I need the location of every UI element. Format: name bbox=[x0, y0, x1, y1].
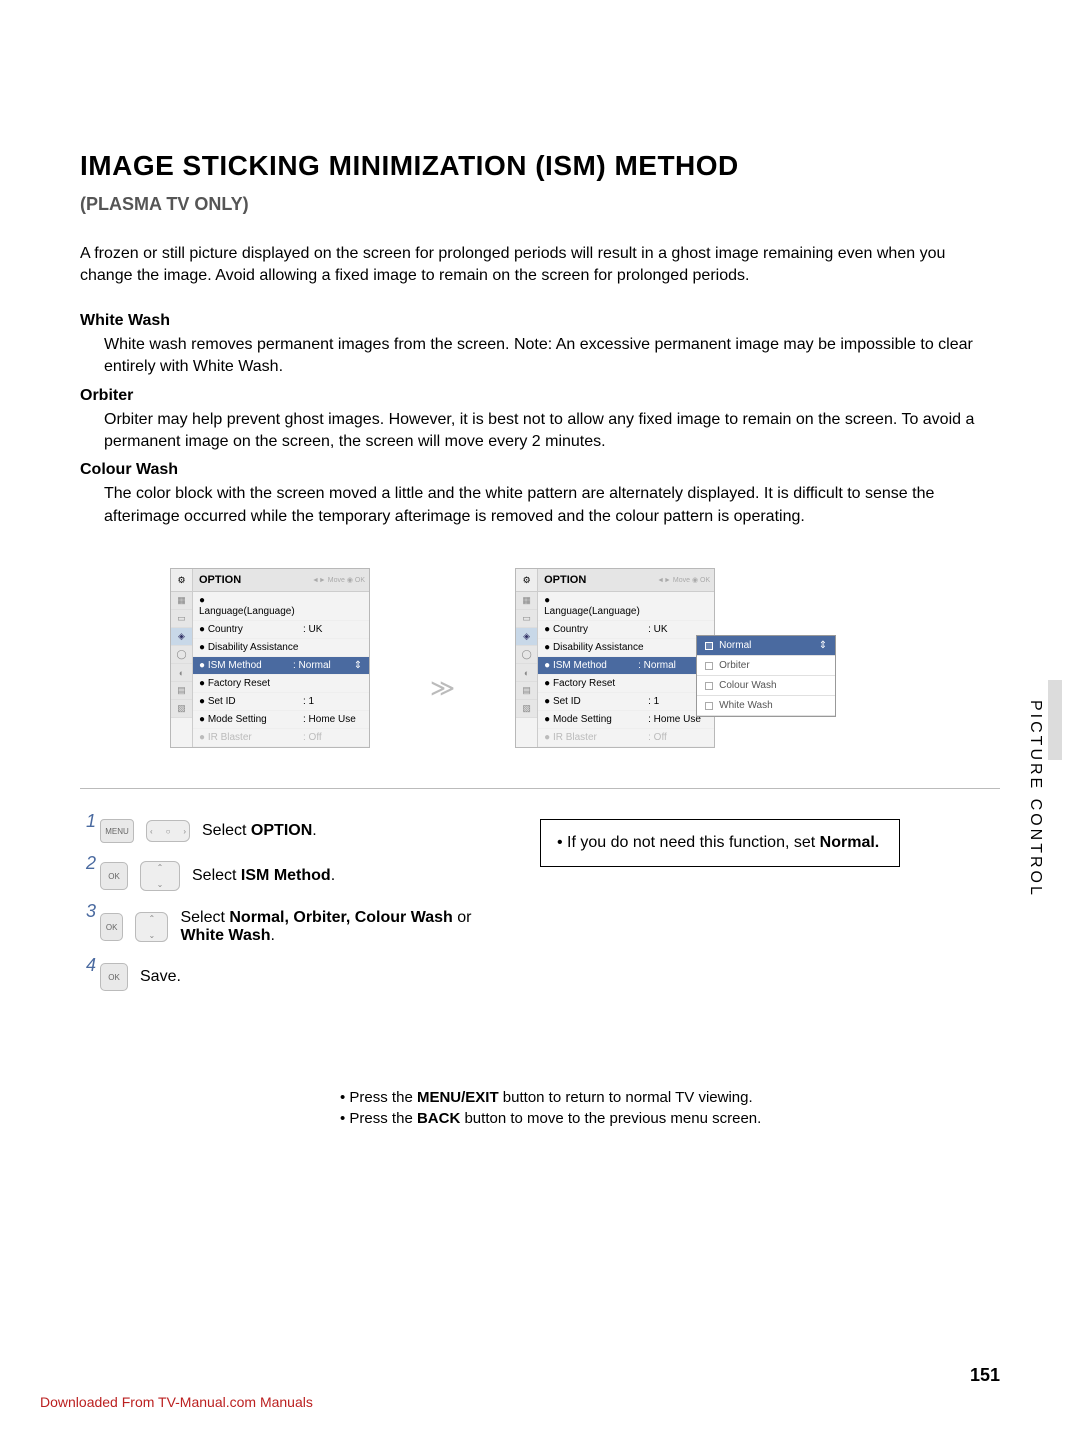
ok-button-icon: OK bbox=[100, 963, 128, 991]
section-body-colour-wash: The color block with the screen moved a … bbox=[104, 483, 1000, 528]
osd-row[interactable]: ● ISM Method: Normal⇕ bbox=[193, 657, 369, 675]
section-body-orbiter: Orbiter may help prevent ghost images. H… bbox=[104, 409, 1000, 454]
osd-row[interactable]: ● Mode Setting: Home Use bbox=[193, 711, 369, 729]
osd-row[interactable]: ● Factory Reset bbox=[538, 675, 714, 693]
osd-row[interactable]: ● IR Blaster: Off bbox=[538, 729, 714, 747]
step-text: Select ISM Method. bbox=[192, 867, 335, 885]
osd-row[interactable]: ● Country: UK bbox=[538, 621, 714, 639]
osd-panel-right: ⚙ OPTION ◄► Move ◉ OK ▦▭◈◯◐▤▧ ● Language… bbox=[515, 568, 715, 748]
osd-hint: ◄► Move ◉ OK bbox=[657, 576, 714, 584]
osd-sidebar-icons: ▦▭◈◯◐▤▧ bbox=[171, 592, 193, 747]
gear-icon: ⚙ bbox=[516, 569, 538, 591]
note-bold: Normal. bbox=[820, 834, 880, 851]
footer-tip: Press the MENU/EXIT button to return to … bbox=[340, 1089, 1000, 1106]
section-title-colour-wash: Colour Wash bbox=[80, 461, 1000, 479]
step-text: Select OPTION. bbox=[202, 822, 317, 840]
osd-row[interactable]: ● Disability Assistance bbox=[538, 639, 714, 657]
dpad-horizontal-icon: ‹○› bbox=[146, 820, 190, 842]
osd-row[interactable]: ● Mode Setting: Home Use bbox=[538, 711, 714, 729]
section-title-orbiter: Orbiter bbox=[80, 387, 1000, 405]
section-label: PICTURE CONTROL bbox=[1026, 700, 1044, 898]
page-subtitle: (PLASMA TV ONLY) bbox=[80, 194, 1000, 215]
popup-option[interactable]: Orbiter bbox=[697, 656, 835, 676]
page-number: 151 bbox=[970, 1365, 1000, 1386]
osd-row[interactable]: ● ISM Method: Normal⇕ bbox=[538, 657, 714, 675]
osd-row[interactable]: ● IR Blaster: Off bbox=[193, 729, 369, 747]
osd-row[interactable]: ● Language(Language) bbox=[193, 592, 369, 621]
page-title: IMAGE STICKING MINIMIZATION (ISM) METHOD bbox=[80, 150, 1000, 182]
download-link[interactable]: Downloaded From TV-Manual.com Manuals bbox=[40, 1394, 313, 1410]
instruction-step: 2OK⌃⌄Select ISM Method. bbox=[100, 861, 500, 891]
osd-row[interactable]: ● Disability Assistance bbox=[193, 639, 369, 657]
section-indicator-bar bbox=[1048, 680, 1062, 760]
gear-icon: ⚙ bbox=[171, 569, 193, 591]
instruction-step: 3OK⌃⌄Select Normal, Orbiter, Colour Wash… bbox=[100, 909, 500, 945]
instruction-step: 1MENU‹○›Select OPTION. bbox=[100, 819, 500, 843]
osd-panel-left: ⚙ OPTION ◄► Move ◉ OK ▦▭◈◯◐▤▧ ● Language… bbox=[170, 568, 370, 748]
section-body-white-wash: White wash removes permanent images from… bbox=[104, 334, 1000, 379]
footer-tip: Press the BACK button to move to the pre… bbox=[340, 1110, 1000, 1127]
ok-button-icon: OK bbox=[100, 862, 128, 890]
ism-popup[interactable]: Normal⇕OrbiterColour WashWhite Wash bbox=[696, 635, 836, 717]
popup-option[interactable]: Colour Wash bbox=[697, 676, 835, 696]
dpad-vertical-icon: ⌃⌄ bbox=[135, 912, 168, 942]
step-text: Save. bbox=[140, 968, 181, 986]
menu-button-icon: MENU bbox=[100, 819, 134, 843]
step-text: Select Normal, Orbiter, Colour Wash or W… bbox=[180, 909, 500, 945]
osd-row[interactable]: ● Country: UK bbox=[193, 621, 369, 639]
divider bbox=[80, 788, 1000, 789]
osd-hint: ◄► Move ◉ OK bbox=[312, 576, 369, 584]
note-box: • If you do not need this function, set … bbox=[540, 819, 900, 867]
osd-title: OPTION bbox=[193, 570, 312, 590]
osd-sidebar-icons: ▦▭◈◯◐▤▧ bbox=[516, 592, 538, 747]
section-title-white-wash: White Wash bbox=[80, 312, 1000, 330]
popup-option[interactable]: Normal⇕ bbox=[697, 636, 835, 656]
dpad-vertical-icon: ⌃⌄ bbox=[140, 861, 180, 891]
ok-button-icon: OK bbox=[100, 913, 123, 941]
popup-option[interactable]: White Wash bbox=[697, 696, 835, 716]
osd-title: OPTION bbox=[538, 570, 657, 590]
osd-row[interactable]: ● Factory Reset bbox=[193, 675, 369, 693]
chevron-right-icon: ≫ bbox=[430, 674, 455, 703]
osd-row[interactable]: ● Language(Language) bbox=[538, 592, 714, 621]
osd-row[interactable]: ● Set ID: 1 bbox=[193, 693, 369, 711]
note-text: If you do not need this function, set bbox=[567, 834, 820, 851]
instruction-step: 4OKSave. bbox=[100, 963, 500, 991]
intro-paragraph: A frozen or still picture displayed on t… bbox=[80, 243, 1000, 288]
osd-row[interactable]: ● Set ID: 1 bbox=[538, 693, 714, 711]
